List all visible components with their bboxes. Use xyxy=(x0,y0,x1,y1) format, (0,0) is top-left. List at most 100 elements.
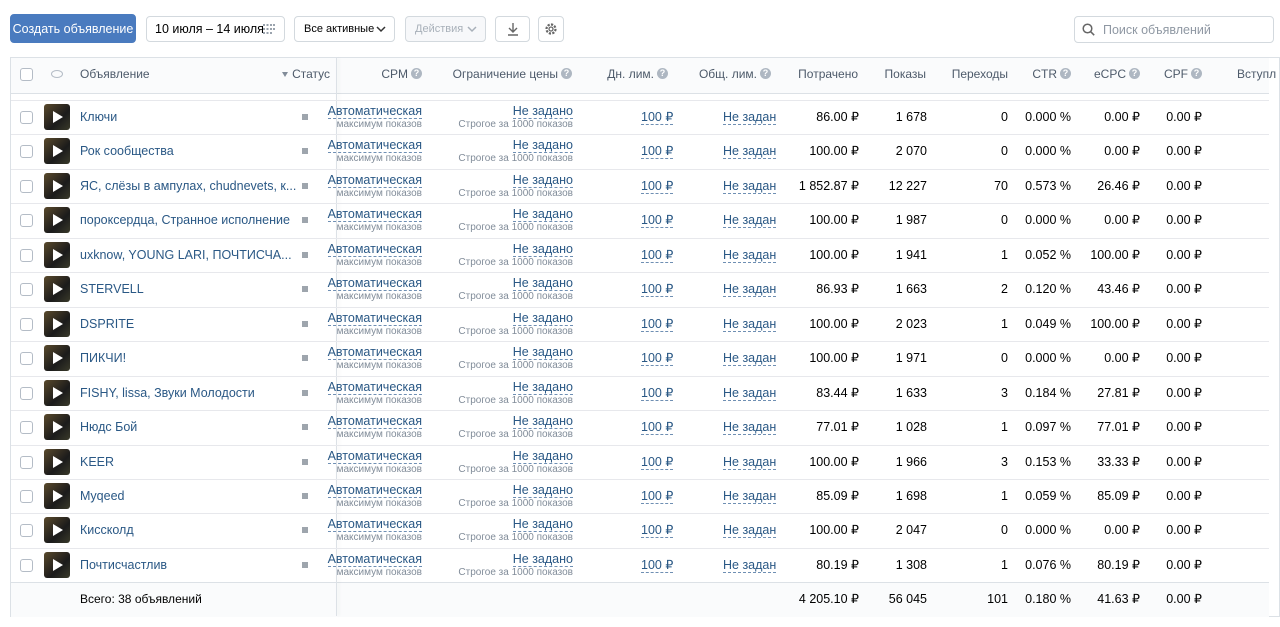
total-limit[interactable]: Не задан xyxy=(723,385,777,401)
row-checkbox[interactable] xyxy=(20,455,33,469)
cpm-mode[interactable]: Автоматическая xyxy=(327,345,422,361)
day-limit[interactable]: 100 ₽ xyxy=(641,110,674,125)
actions-dropdown[interactable]: Действия xyxy=(405,16,486,42)
ad-name[interactable]: uxknow, YOUNG LARI, ПОЧТИСЧА... xyxy=(80,247,292,262)
ad-name[interactable]: DSPRITE xyxy=(80,316,135,331)
row-checkbox[interactable] xyxy=(20,352,33,366)
total-limit[interactable]: Не задан xyxy=(723,213,777,229)
price-limit[interactable]: Не задано xyxy=(512,104,573,119)
day-limit[interactable]: 100 ₽ xyxy=(641,144,674,160)
total-limit[interactable]: Не задан xyxy=(723,144,777,160)
total-limit[interactable]: Не задан xyxy=(723,351,777,367)
row-checkbox[interactable] xyxy=(20,145,33,159)
settings-button[interactable] xyxy=(538,16,564,42)
ad-name[interactable]: Почтисчастлив xyxy=(80,557,168,572)
select-all-checkbox[interactable] xyxy=(20,68,33,81)
ad-name[interactable]: пороксердца, Странное исполнение xyxy=(80,213,290,228)
day-limit[interactable]: 100 ₽ xyxy=(641,420,674,436)
row-checkbox[interactable] xyxy=(20,111,33,124)
cpm-mode[interactable]: Автоматическая xyxy=(327,517,422,533)
total-limit[interactable]: Не задан xyxy=(723,316,777,332)
ad-name[interactable]: Myqeed xyxy=(80,488,125,503)
day-limit[interactable]: 100 ₽ xyxy=(641,488,674,504)
column-header[interactable]: Статус xyxy=(292,67,330,81)
column-header[interactable]: Потрачено xyxy=(798,67,858,81)
price-limit[interactable]: Не задано xyxy=(512,414,573,430)
row-checkbox[interactable] xyxy=(20,283,33,297)
price-limit[interactable]: Не задано xyxy=(512,345,573,361)
column-header[interactable]: CPF? xyxy=(1164,66,1202,82)
total-limit[interactable]: Не задан xyxy=(723,557,777,573)
price-limit[interactable]: Не задано xyxy=(512,482,573,498)
column-header[interactable]: CTR? xyxy=(1032,66,1071,82)
day-limit[interactable]: 100 ₽ xyxy=(641,523,674,539)
ad-name[interactable]: FISHY, lissa, Звуки Молодости xyxy=(80,385,255,400)
total-limit[interactable]: Не задан xyxy=(723,523,777,539)
date-picker[interactable]: 10 июля – 14 июля xyxy=(146,16,285,42)
row-checkbox[interactable] xyxy=(20,386,33,400)
ad-name[interactable]: Нюдс Бой xyxy=(80,420,138,435)
column-header[interactable]: Переходы xyxy=(951,67,1008,81)
help-icon[interactable]: ? xyxy=(760,68,771,79)
cpm-mode[interactable]: Автоматическая xyxy=(327,379,422,395)
price-limit[interactable]: Не задано xyxy=(512,241,573,257)
day-limit[interactable]: 100 ₽ xyxy=(641,247,674,263)
filter-dropdown[interactable]: Все активные xyxy=(294,16,395,42)
column-header[interactable]: Дн. лим.? xyxy=(607,66,668,82)
ad-name[interactable]: ЯС, слёзы в ампулах, chudnevets, к... xyxy=(80,178,297,193)
price-limit[interactable]: Не задано xyxy=(512,310,573,326)
price-limit[interactable]: Не задано xyxy=(512,172,573,188)
cpm-mode[interactable]: Автоматическая xyxy=(327,138,422,154)
column-header[interactable]: Объявление xyxy=(80,67,150,81)
cpm-mode[interactable]: Автоматическая xyxy=(327,172,422,188)
help-icon[interactable]: ? xyxy=(1191,68,1202,79)
row-checkbox[interactable] xyxy=(20,489,33,503)
price-limit[interactable]: Не задано xyxy=(512,448,573,464)
row-checkbox[interactable] xyxy=(20,421,33,435)
total-limit[interactable]: Не задан xyxy=(723,110,777,125)
total-limit[interactable]: Не задан xyxy=(723,247,777,263)
price-limit[interactable]: Не задано xyxy=(512,551,573,567)
day-limit[interactable]: 100 ₽ xyxy=(641,351,674,367)
cpm-mode[interactable]: Автоматическая xyxy=(327,414,422,430)
download-button[interactable] xyxy=(495,16,530,42)
day-limit[interactable]: 100 ₽ xyxy=(641,557,674,573)
column-header[interactable]: Вступл xyxy=(1237,67,1277,81)
cpm-mode[interactable]: Автоматическая xyxy=(327,482,422,498)
total-limit[interactable]: Не задан xyxy=(723,454,777,470)
column-header[interactable]: Показы xyxy=(884,67,926,81)
ad-name[interactable]: Рок сообщества xyxy=(80,144,174,159)
day-limit[interactable]: 100 ₽ xyxy=(641,316,674,332)
row-checkbox[interactable] xyxy=(20,248,33,262)
total-limit[interactable]: Не задан xyxy=(723,488,777,504)
ad-name[interactable]: ПИКЧИ! xyxy=(80,351,127,366)
cpm-mode[interactable]: Автоматическая xyxy=(327,104,422,119)
row-checkbox[interactable] xyxy=(20,524,33,538)
day-limit[interactable]: 100 ₽ xyxy=(641,282,674,298)
help-icon[interactable]: ? xyxy=(1060,68,1071,79)
price-limit[interactable]: Не задано xyxy=(512,379,573,395)
cpm-mode[interactable]: Автоматическая xyxy=(327,310,422,326)
column-header[interactable]: Ограничение цены? xyxy=(453,66,572,82)
price-limit[interactable]: Не задано xyxy=(512,138,573,154)
day-limit[interactable]: 100 ₽ xyxy=(641,213,674,229)
ad-name[interactable]: KEER xyxy=(80,454,115,469)
total-limit[interactable]: Не задан xyxy=(723,282,777,298)
help-icon[interactable]: ? xyxy=(411,68,422,79)
help-icon[interactable]: ? xyxy=(561,68,572,79)
search-box[interactable]: Поиск объявлений xyxy=(1074,16,1274,43)
day-limit[interactable]: 100 ₽ xyxy=(641,385,674,401)
cpm-mode[interactable]: Автоматическая xyxy=(327,448,422,464)
column-header[interactable]: Общ. лим.? xyxy=(699,66,771,82)
day-limit[interactable]: 100 ₽ xyxy=(641,178,674,194)
price-limit[interactable]: Не задано xyxy=(512,276,573,292)
cpm-mode[interactable]: Автоматическая xyxy=(327,241,422,257)
row-checkbox[interactable] xyxy=(20,179,33,193)
create-button[interactable]: Создать объявление xyxy=(10,14,136,43)
ad-name[interactable]: Ключи xyxy=(80,110,118,124)
row-checkbox[interactable] xyxy=(20,558,33,572)
total-limit[interactable]: Не задан xyxy=(723,420,777,436)
ad-name[interactable]: Киссколд xyxy=(80,523,134,538)
ad-name[interactable]: STERVELL xyxy=(80,282,144,297)
row-checkbox[interactable] xyxy=(20,214,33,228)
